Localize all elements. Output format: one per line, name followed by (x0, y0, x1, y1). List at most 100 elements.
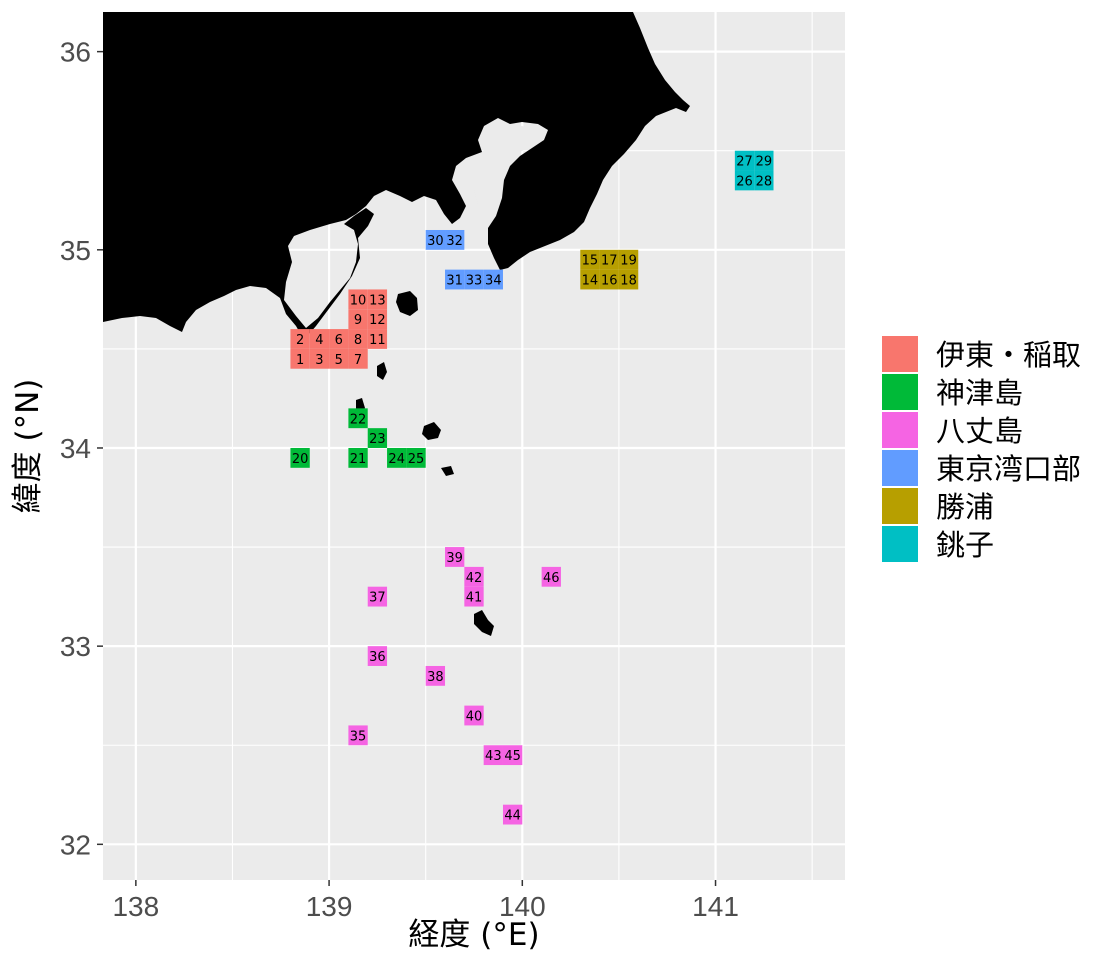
area-cell-label: 40 (466, 710, 483, 725)
area-cell-label: 6 (335, 333, 343, 348)
legend-key (882, 336, 918, 372)
honshu-landmass (103, 12, 690, 340)
area-cell-label: 21 (350, 452, 367, 467)
legend-key (882, 450, 918, 486)
area-cell-label: 19 (620, 254, 637, 269)
miyakejima-island (422, 422, 441, 440)
area-cell-label: 14 (582, 274, 599, 289)
area-cell (367, 586, 388, 607)
area-cell-label: 11 (369, 333, 386, 348)
area-cell-label: 10 (350, 293, 367, 308)
area-cell (464, 566, 484, 587)
area-cell-label: 44 (504, 809, 521, 824)
area-cell (348, 447, 368, 468)
area-cell (580, 249, 600, 270)
area-cell (425, 665, 446, 686)
area-cell (445, 229, 465, 250)
x-tick-label: 138 (112, 891, 159, 922)
legend-key (882, 526, 918, 562)
area-cell-label: 34 (485, 274, 502, 289)
x-axis-title: 経度 (°E) (408, 917, 539, 953)
legend-key (882, 488, 918, 524)
area-cell-label: 17 (601, 254, 618, 269)
area-cell-label: 8 (354, 333, 362, 348)
area-cell-label: 22 (350, 412, 367, 427)
area-cell (483, 269, 503, 290)
area-cell (618, 269, 639, 290)
x-tick-label: 140 (499, 891, 546, 922)
area-cell-label: 39 (446, 551, 463, 566)
area-cell-label: 18 (620, 274, 637, 289)
area-cell (367, 646, 388, 666)
area-cell (387, 447, 407, 468)
area-cell-label: 35 (350, 729, 367, 744)
area-cell-label: 30 (427, 234, 444, 249)
area-cell-label: 32 (446, 234, 463, 249)
toshima-island (377, 362, 387, 380)
area-cell-label: 9 (354, 313, 362, 328)
area-cell (599, 249, 619, 270)
area-cell (541, 566, 561, 587)
area-cell-label: 1 (296, 353, 304, 368)
area-cell (734, 170, 755, 191)
area-cell (329, 329, 349, 349)
x-tick-label: 139 (306, 891, 353, 922)
area-cell (754, 150, 774, 171)
area-cell-label: 23 (369, 432, 386, 447)
area-cell (290, 329, 310, 349)
legend-label: 銚子 (936, 528, 994, 562)
oshima-island (396, 291, 418, 316)
y-tick-label: 34 (60, 433, 91, 464)
area-cell (599, 269, 619, 290)
area-cell (348, 408, 368, 429)
area-cell (367, 309, 388, 330)
hachijojima-island (474, 610, 494, 636)
area-cell (445, 547, 465, 567)
area-cell-label: 24 (388, 452, 405, 467)
area-cell-label: 41 (466, 591, 483, 606)
area-cell-label: 33 (466, 274, 483, 289)
area-cell (329, 348, 349, 369)
area-cell-label: 42 (466, 571, 483, 586)
area-cell (348, 289, 368, 310)
area-cell (464, 705, 484, 726)
area-cell (348, 348, 368, 369)
area-cell (445, 269, 465, 290)
area-cell (464, 586, 484, 607)
legend-key (882, 374, 918, 410)
area-cell (734, 150, 755, 171)
area-cell-label: 26 (736, 174, 753, 189)
area-cell (580, 269, 600, 290)
legend-label: 東京湾口部 (936, 452, 1081, 486)
area-cell (464, 269, 484, 290)
area-cell-label: 25 (408, 452, 425, 467)
area-cell-label: 3 (315, 353, 323, 368)
area-cell-label: 37 (369, 591, 386, 606)
tokyo-bay-water (468, 124, 540, 244)
y-tick-label: 33 (60, 631, 91, 662)
area-cell-label: 15 (582, 254, 599, 269)
area-cell (502, 745, 523, 766)
legend-label: 神津島 (936, 376, 1023, 410)
area-cell (290, 447, 310, 468)
area-cell (348, 725, 368, 746)
area-cell-label: 5 (335, 353, 343, 368)
area-cell-label: 36 (369, 650, 386, 665)
area-cell (406, 447, 426, 468)
y-axis-title: 緯度 (°N) (10, 379, 46, 514)
area-cell (290, 348, 310, 369)
area-cell (309, 329, 330, 349)
area-cell-label: 13 (369, 293, 386, 308)
area-cell (367, 289, 388, 310)
area-cell-label: 2 (296, 333, 304, 348)
area-cell-label: 12 (369, 313, 386, 328)
area-cell-label: 45 (504, 749, 521, 764)
legend-label: 伊東・稲取 (936, 338, 1081, 372)
area-cell (367, 428, 388, 448)
legend-key (882, 412, 918, 448)
area-cell-label: 20 (292, 452, 309, 467)
area-cell (367, 329, 388, 349)
